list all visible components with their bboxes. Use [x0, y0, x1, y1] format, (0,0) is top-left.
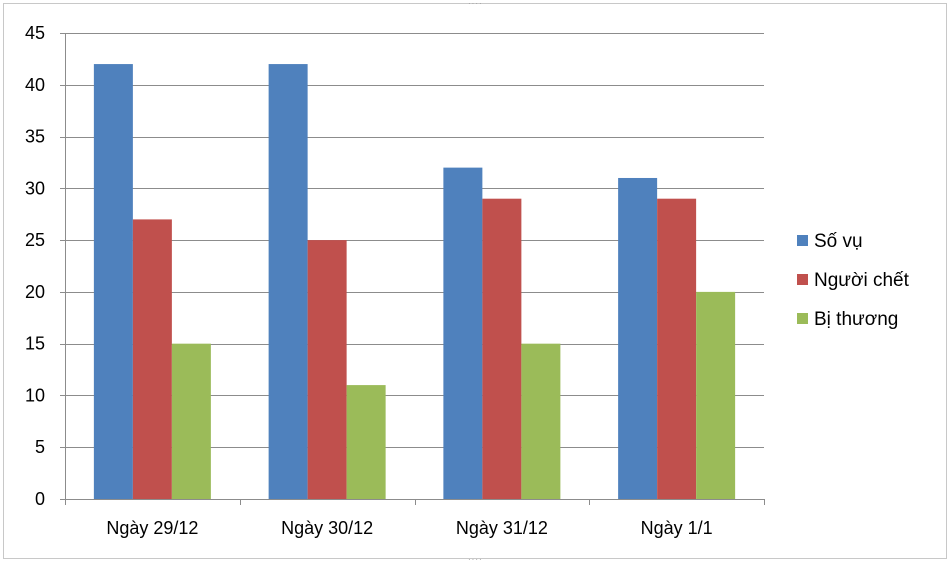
- x-category-label: Ngày 30/12: [281, 518, 373, 538]
- y-tick-label: 40: [25, 75, 45, 95]
- y-tick-label: 15: [25, 334, 45, 354]
- axes: [60, 33, 765, 505]
- legend-label: Người chết: [814, 270, 910, 291]
- y-axis-tick-labels: 0 5 10 15 20 25 30 35 40 45: [25, 23, 45, 509]
- legend: Số vụ Người chết Bị thương: [797, 231, 910, 330]
- resize-handle-top[interactable]: ····: [468, 0, 483, 8]
- y-tick-label: 30: [25, 178, 45, 198]
- legend-swatch: [797, 235, 808, 246]
- bar-so-vu: [93, 64, 133, 500]
- y-tick-label: 25: [25, 230, 45, 250]
- bar-bi-thuong: [696, 291, 736, 499]
- y-tick-label: 10: [25, 385, 45, 405]
- bar-so-vu: [443, 167, 483, 499]
- bar-nguoi-chet: [132, 219, 172, 499]
- legend-swatch: [797, 313, 808, 324]
- x-category-label: Ngày 31/12: [456, 518, 548, 538]
- bar-bi-thuong: [346, 385, 386, 499]
- x-category-label: Ngày 29/12: [106, 518, 198, 538]
- x-axis-category-labels: Ngày 29/12 Ngày 30/12 Ngày 31/12 Ngày 1/1: [106, 518, 712, 538]
- bar-nguoi-chet: [482, 198, 522, 499]
- y-tick-label: 20: [25, 282, 45, 302]
- bar-bi-thuong: [171, 343, 211, 499]
- resize-handle-bottom[interactable]: ····: [468, 555, 483, 564]
- y-tick-label: 45: [25, 23, 45, 43]
- bar-nguoi-chet: [307, 240, 347, 499]
- legend-label: Số vụ: [814, 231, 863, 252]
- bar-nguoi-chet: [657, 198, 697, 499]
- y-tick-label: 0: [35, 489, 45, 509]
- legend-label: Bị thương: [814, 309, 898, 330]
- bars: [93, 64, 736, 500]
- x-category-label: Ngày 1/1: [641, 518, 713, 538]
- bar-bi-thuong: [521, 343, 561, 499]
- y-tick-label: 5: [35, 437, 45, 457]
- legend-swatch: [797, 274, 808, 285]
- bar-so-vu: [618, 177, 658, 499]
- bar-so-vu: [268, 64, 308, 500]
- y-tick-label: 35: [25, 127, 45, 147]
